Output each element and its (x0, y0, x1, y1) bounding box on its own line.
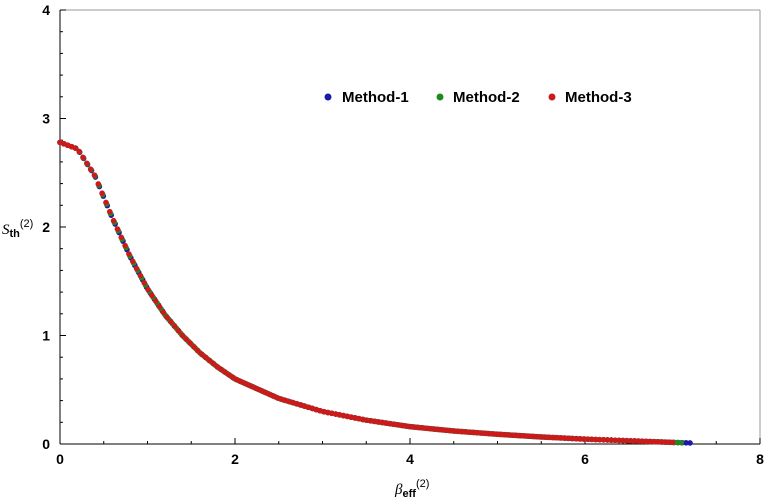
legend-label-method-3: Method-3 (565, 89, 632, 106)
x-tick-label: 4 (406, 451, 414, 467)
legend-item-method-2: Method-2 (436, 89, 520, 106)
y-tick-labels: 0 1 2 3 4 (42, 2, 50, 452)
x-tick-label: 6 (581, 451, 589, 467)
data-point-method-3 (99, 190, 105, 196)
legend-marker-method-2 (436, 93, 444, 101)
data-point-method-3 (137, 272, 144, 279)
legend-label-method-1: Method-1 (342, 89, 409, 106)
x-tick-labels: 0 2 4 6 8 (56, 451, 764, 467)
data-point-method-3 (156, 303, 163, 310)
data-point-method-3 (76, 148, 82, 155)
data-point-method-3 (145, 286, 151, 293)
data-point-method-3 (172, 323, 178, 330)
data-point-method-3 (91, 172, 98, 178)
data-point-method-3 (141, 279, 148, 286)
y-tick-label: 0 (42, 436, 50, 452)
data-point-method-3 (84, 160, 90, 167)
data-point-method-3 (210, 360, 216, 367)
data-point-method-3 (133, 265, 140, 272)
data-point-method-3 (126, 251, 132, 257)
data-point-method-3 (206, 357, 213, 364)
data-point-method-3 (168, 319, 174, 325)
data-point-method-3 (202, 354, 209, 361)
x-axis-label: βeff(2) (394, 478, 429, 498)
data-point-method-1 (683, 439, 689, 446)
series-method-3 (57, 139, 676, 446)
data-point-method-3 (87, 166, 94, 173)
y-axis-label: Sth(2) (2, 218, 33, 240)
y-tick-label: 3 (42, 111, 50, 127)
axis-ticks (59, 9, 761, 445)
data-point-method-3 (72, 145, 79, 151)
data-point-method-3 (187, 340, 193, 346)
y-tick-label: 2 (42, 219, 50, 235)
y-tick-label: 4 (42, 2, 50, 18)
data-point-method-1 (687, 440, 693, 446)
legend-marker-method-3 (548, 93, 556, 101)
data-point-method-3 (129, 258, 136, 265)
data-point-method-3 (118, 234, 125, 241)
legend-label-method-2: Method-2 (453, 89, 520, 106)
y-tick-label: 1 (42, 328, 50, 344)
legend-item-method-1: Method-1 (324, 89, 409, 106)
data-point-method-3 (160, 309, 167, 316)
x-tick-label: 2 (231, 451, 239, 467)
data-point-method-3 (191, 344, 197, 350)
x-tick-label: 0 (56, 451, 64, 467)
data-point-method-3 (95, 181, 102, 187)
data-point-method-3 (164, 314, 170, 321)
legend-item-method-3: Method-3 (548, 89, 632, 106)
data-point-method-3 (183, 336, 190, 343)
data-point-method-3 (195, 347, 201, 354)
data-point-method-3 (149, 292, 155, 299)
series-method-2 (57, 139, 685, 446)
data-point-method-3 (175, 328, 182, 334)
data-point-method-3 (114, 226, 121, 232)
data-point-method-3 (106, 208, 113, 215)
data-points (57, 139, 693, 446)
data-point-method-3 (110, 217, 117, 224)
data-point-method-3 (80, 154, 86, 161)
data-point-method-3 (179, 332, 186, 339)
data-point-method-3 (152, 298, 159, 304)
legend-marker-method-1 (324, 93, 332, 101)
x-tick-label: 8 (756, 451, 764, 467)
data-point-method-3 (122, 242, 128, 249)
data-point-method-2 (678, 439, 685, 446)
legend: Method-1 Method-2 Method-3 (324, 89, 632, 106)
data-point-method-3 (103, 199, 109, 206)
data-point-method-3 (198, 351, 205, 357)
data-point-method-3 (669, 439, 676, 446)
